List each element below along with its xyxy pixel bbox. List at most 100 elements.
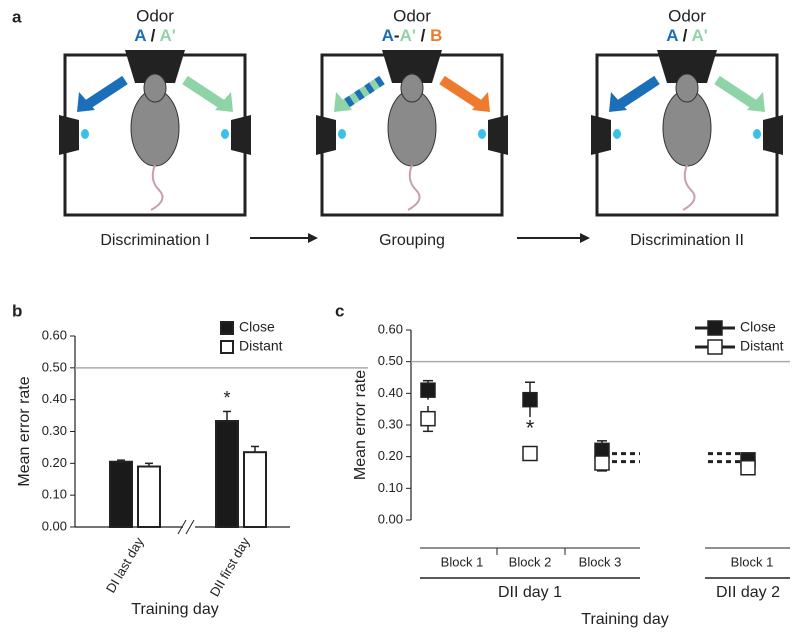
x-axis-label: Training day: [581, 611, 668, 628]
x-tick-label: DI last day: [103, 534, 147, 595]
legend-swatch: [220, 321, 234, 335]
cue-part: A: [382, 26, 394, 45]
bar: [137, 465, 161, 528]
arrowhead: [609, 92, 627, 112]
marker: [740, 460, 756, 476]
cue-part: -: [394, 26, 400, 45]
mouse-head: [675, 73, 699, 103]
cue-part: A': [691, 26, 707, 45]
arrowhead: [77, 92, 95, 112]
marker: [420, 410, 436, 427]
legend-label: Distant: [239, 338, 283, 354]
y-tick-label: 0.00: [378, 511, 403, 526]
cue-part: /: [416, 26, 430, 45]
legend-label: Close: [239, 319, 275, 335]
cue-part: B: [430, 26, 442, 45]
stage-name: Grouping: [379, 232, 445, 249]
x-axis-label: Training day: [131, 601, 218, 618]
panel-label: b: [12, 301, 22, 320]
arrow: [182, 75, 226, 110]
y-tick-label: 0.40: [378, 385, 403, 400]
legend-swatch: [220, 340, 234, 354]
mouse-head: [143, 73, 167, 103]
y-tick-label: 0.10: [378, 480, 403, 495]
marker: [522, 391, 538, 408]
legend-label: Distant: [740, 338, 784, 354]
panel-label: c: [335, 301, 344, 320]
arrow: [714, 75, 758, 110]
cue-part: A: [666, 26, 678, 45]
group-label: DII day 2: [716, 584, 780, 601]
panel-label: a: [12, 7, 22, 26]
flow-arrowhead: [580, 233, 590, 243]
odor-label: Odor: [393, 6, 431, 25]
water: [338, 129, 346, 139]
left-port: [59, 115, 79, 155]
y-tick-label: 0.40: [42, 391, 67, 406]
water: [81, 129, 89, 139]
y-axis-label: Mean error rate: [16, 376, 33, 486]
arrowhead: [472, 92, 490, 112]
x-tick-label: Block 2: [509, 554, 552, 569]
y-tick-label: 0.60: [42, 327, 67, 342]
arrow: [439, 75, 483, 110]
y-tick-label: 0.10: [42, 487, 67, 502]
water: [478, 129, 486, 139]
cue-part: /: [678, 26, 692, 45]
annotation: *: [526, 415, 535, 440]
cue-part: A: [134, 26, 146, 45]
y-axis-label: Mean error rate: [352, 370, 369, 480]
axis-break: [177, 519, 195, 535]
odor-port: [125, 50, 185, 83]
arrow: [616, 75, 660, 110]
odor-cue: A-A' / B: [382, 26, 443, 45]
annotation: *: [223, 388, 230, 408]
y-tick-label: 0.20: [42, 455, 67, 470]
arrowhead: [747, 92, 765, 112]
marker: [420, 382, 436, 398]
y-tick-label: 0.20: [378, 448, 403, 463]
cue-part: A': [400, 26, 416, 45]
cue-part: /: [146, 26, 160, 45]
mouse-tail: [682, 164, 696, 211]
arrow: [341, 75, 385, 110]
odor-port: [382, 50, 442, 83]
right-port: [488, 115, 508, 155]
legend-swatch: [707, 339, 723, 355]
stage-name: Discrimination II: [630, 232, 744, 249]
bar: [243, 451, 267, 529]
arrowhead: [215, 92, 233, 112]
y-tick-label: 0.00: [42, 518, 67, 533]
y-tick-label: 0.30: [42, 423, 67, 438]
marker: [522, 445, 538, 462]
arrow: [84, 75, 128, 110]
y-tick-label: 0.50: [42, 359, 67, 374]
right-port: [231, 115, 251, 155]
left-port: [591, 115, 611, 155]
water: [753, 129, 761, 139]
right-port: [763, 115, 783, 155]
water: [613, 129, 621, 139]
legend-label: Close: [740, 319, 776, 335]
odor-label: Odor: [668, 6, 706, 25]
x-tick-label: Block 1: [441, 554, 484, 569]
odor-port: [657, 50, 717, 83]
legend-swatch: [707, 320, 723, 336]
marker: [594, 455, 610, 471]
y-tick-label: 0.60: [378, 321, 403, 336]
odor-cue: A / A': [134, 26, 176, 45]
mouse-tail: [407, 164, 421, 211]
x-tick-label: DII first day: [207, 534, 253, 599]
cue-part: A': [159, 26, 175, 45]
bar: [215, 419, 239, 528]
x-tick-label: Block 3: [579, 554, 622, 569]
mouse-head: [400, 73, 424, 103]
mouse-tail: [150, 164, 164, 211]
group-label: DII day 1: [498, 584, 562, 601]
y-tick-label: 0.30: [378, 416, 403, 431]
water: [221, 129, 229, 139]
arrowhead: [334, 92, 352, 112]
stage-name: Discrimination I: [100, 232, 209, 249]
x-tick-label: Block 1: [731, 554, 774, 569]
